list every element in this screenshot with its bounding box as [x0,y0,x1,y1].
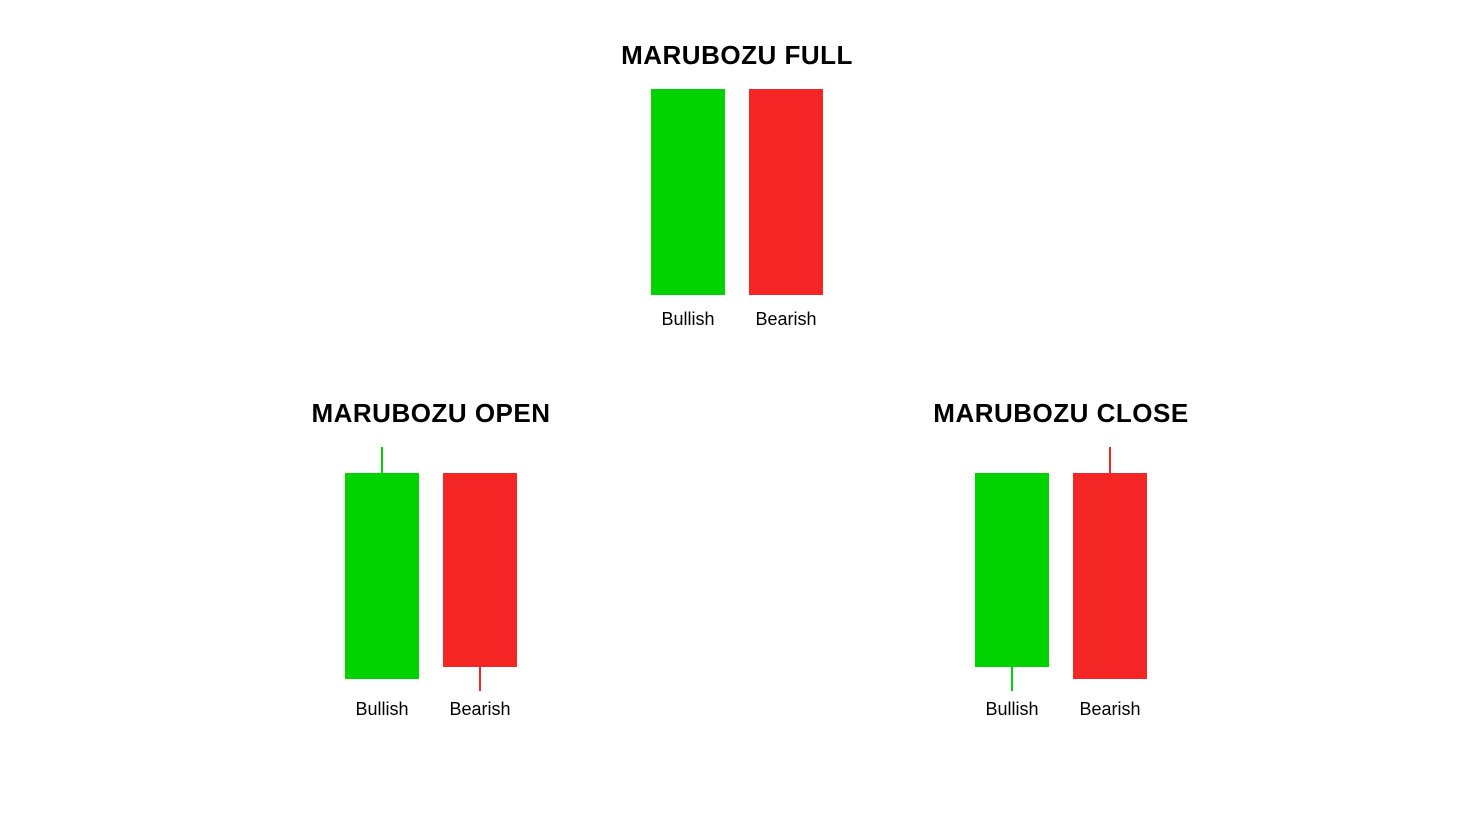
candles-row [263,447,599,685]
labels-row: Bullish Bearish [571,309,903,330]
candle-body [975,473,1049,667]
candle-body [1073,473,1147,679]
candle-bullish [345,447,419,685]
panel-marubozu-close: MARUBOZU CLOSE Bullish Bearish [893,398,1229,720]
candle-bearish [749,89,823,295]
candle-bearish [1073,447,1147,685]
panel-marubozu-open: MARUBOZU OPEN Bullish Bearish [263,398,599,720]
diagram-canvas: MARUBOZU FULL Bullish Bearish MARUBOZU O… [0,0,1475,817]
panel-title: MARUBOZU FULL [571,40,903,71]
candle-wrap [651,89,725,295]
candle-label: Bullish [975,699,1049,720]
candle-label: Bearish [749,309,823,330]
candle-body [443,473,517,667]
candle-lower-wick [479,667,481,691]
candle-label: Bullish [651,309,725,330]
candle-wrap [975,447,1049,685]
candle-upper-wick [1109,447,1111,473]
candle-body [345,473,419,679]
candle-wrap [1073,447,1147,685]
candle-bullish [651,89,725,295]
candle-label: Bearish [1073,699,1147,720]
candle-lower-wick [1011,667,1013,691]
candle-upper-wick [381,447,383,473]
candle-body [749,89,823,295]
labels-row: Bullish Bearish [893,699,1229,720]
candle-wrap [749,89,823,295]
panel-title: MARUBOZU OPEN [263,398,599,429]
candle-bullish [975,447,1049,685]
candle-wrap [443,447,517,685]
candle-label: Bearish [443,699,517,720]
panel-marubozu-full: MARUBOZU FULL Bullish Bearish [571,40,903,330]
candle-bearish [443,447,517,685]
candle-label: Bullish [345,699,419,720]
panel-title: MARUBOZU CLOSE [893,398,1229,429]
candle-body [651,89,725,295]
candle-wrap [345,447,419,685]
candles-row [893,447,1229,685]
labels-row: Bullish Bearish [263,699,599,720]
candles-row [571,89,903,295]
